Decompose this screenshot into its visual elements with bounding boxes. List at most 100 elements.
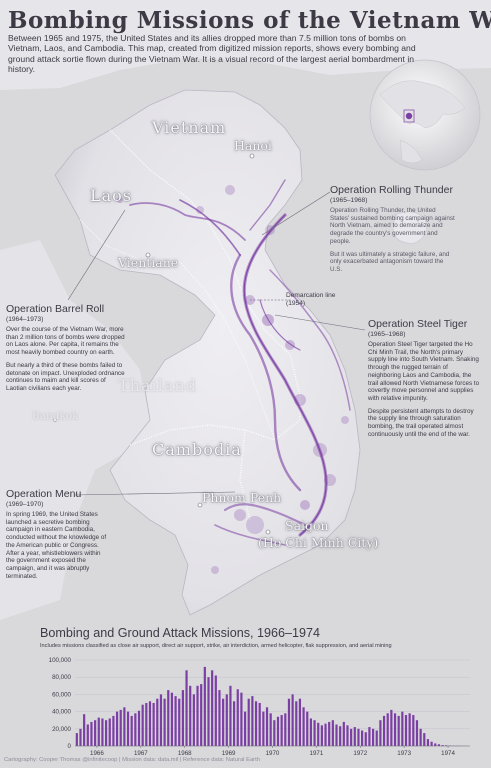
chart-ytick-label: 100,000 [49,657,72,664]
chart-bar [379,720,382,746]
chart-bar [276,716,280,746]
chart-bar [295,701,298,746]
chart-bar [112,715,115,746]
op-rolling-thunder-p1: Operation Rolling Thunder, the United St… [330,207,455,245]
chart-ytick-label: 0 [68,743,72,750]
chart-xtick-label: 1972 [353,750,367,757]
chart-bar [361,730,364,746]
chart-bar [404,715,408,746]
chart-bar [368,727,371,746]
border-laos-vietnam [109,129,301,396]
credits: Cartography: Cooper Thomas @infinitecoop… [4,757,260,763]
chart-bar [119,709,122,746]
label-hcmc: (Ho Chi Minh City) [258,535,379,550]
thailand-land [0,240,150,620]
chart-bar [203,666,206,746]
chart-bar [225,694,228,746]
op-barrel-roll: Operation Barrel Roll (1964–1973) Over t… [6,303,126,398]
chart-bar [346,725,349,746]
chart-bar [306,711,309,746]
op-steel-tiger: Operation Steel Tiger (1965–1968) Operat… [368,318,480,443]
op-steel-tiger-p2: Despite persistent attempts to destroy t… [368,407,474,438]
chart-bar [251,696,254,746]
chart-bar [192,694,195,746]
op-steel-tiger-body: Operation Steel Tiger targeted the Ho Ch… [368,341,480,438]
chart-bar [159,694,163,746]
chart-bar [298,698,302,746]
chart-bar [331,720,334,746]
chart-bar [83,714,86,746]
chart-bar [218,690,221,746]
chart-bar [137,710,141,746]
chart-bar [247,698,250,746]
chart-bar [273,720,276,746]
op-menu-years: (1969–1970) [6,501,44,508]
op-steel-tiger-title: Operation Steel Tiger [368,318,468,330]
chart-ytick-label: 40,000 [52,709,71,716]
chart-ytick-label: 60,000 [52,691,71,698]
phnom-penh-marker [197,502,203,508]
op-barrel-roll-p1: Over the course of the Vietnam War, more… [6,326,125,357]
chart-bar [284,713,287,746]
chart-bar [280,715,283,746]
chart-bar [148,701,152,746]
chart-bar [115,711,119,746]
op-menu: Operation Menu (1969–1970) In spring 196… [6,488,110,585]
chart-bar [262,711,265,746]
chart-bar [152,703,155,746]
chart-bar [269,713,272,746]
page-title: Bombing Missions of the Vietnam War [8,7,491,34]
chart-bar [364,732,367,746]
chart-bar [353,727,356,746]
chart-title: Bombing and Ground Attack Missions, 1966… [40,626,321,640]
chart-xtick-label: 1969 [222,750,236,757]
chart-bar [108,718,111,746]
chart-bar [79,728,82,746]
chart-bar [240,692,243,746]
hanoi-marker [249,153,255,159]
chart-bar [200,684,203,746]
chart-bar [141,704,144,746]
chart-bar [94,720,97,746]
bombing-scatter [117,185,349,574]
chart-bar [317,722,320,746]
label-vietnam: Vietnam [152,118,227,137]
demarcation-text: Demarcation line [286,292,336,299]
chart-bar [382,715,386,746]
chart-bar [265,707,269,746]
chart-bar [130,715,133,746]
chart-bar [258,703,261,746]
chart-xtick-label: 1974 [441,750,455,757]
demarcation-label: Demarcation line (1954) [286,292,335,308]
op-rolling-thunder-p2: But it was ultimately a strategic failur… [330,250,450,273]
op-rolling-thunder: Operation Rolling Thunder (1965–1968) Op… [330,184,455,279]
globe-inset-icon [369,59,481,171]
chart-bar [222,698,225,746]
op-barrel-roll-body: Over the course of the Vietnam War, more… [6,326,126,393]
chart-ytick-label: 80,000 [52,674,71,681]
chart-xtick-label: 1968 [178,750,192,757]
chart-bar [75,733,78,746]
label-vientiane: Vientiane [118,255,179,270]
bombing-traces [129,179,351,546]
chart-bar [126,711,130,746]
chart-bar [207,677,210,746]
label-laos: Laos [90,186,133,205]
op-barrel-roll-p2: But nearly a third of these bombs failed… [6,361,125,392]
chart-bar [415,720,419,746]
chart-bar [328,721,331,746]
label-bangkok: Bangkok [32,410,79,422]
chart-bar [156,698,159,746]
indochina-land [54,89,361,616]
missions-chart: 100,000 80,000 60,000 40,000 20,000 0 1966 1967… [49,657,470,757]
hainan-island [392,211,427,244]
chart-bar [163,698,166,746]
chart-bar [196,685,199,746]
chart-bar [145,703,148,746]
chart-bar [90,721,93,746]
vientiane-marker [145,252,151,258]
chart-bar [386,713,389,746]
border-laos-thailand [79,219,276,441]
op-barrel-roll-years: (1964–1973) [6,316,44,323]
